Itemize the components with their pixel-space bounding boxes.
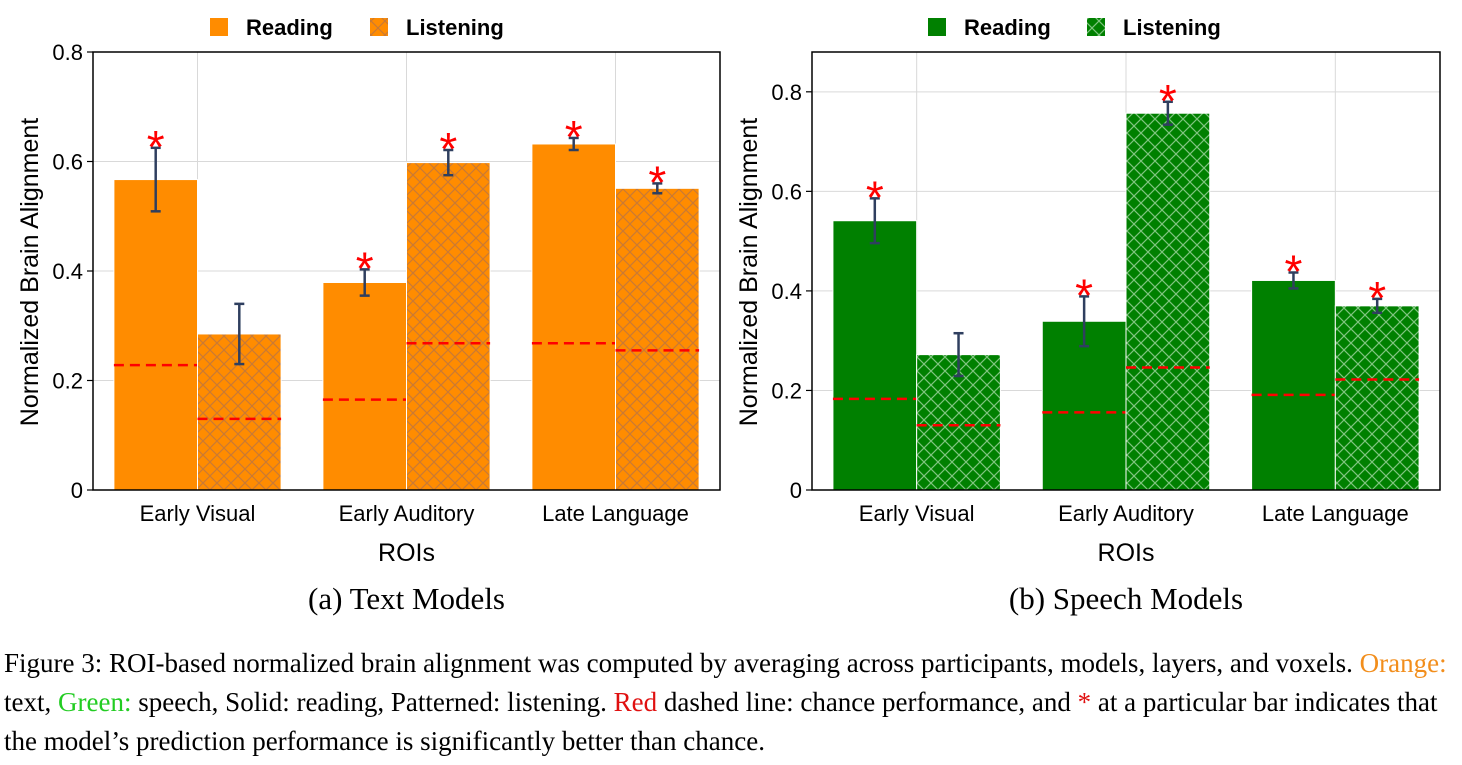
chart-panel-2: 0 0.2 0.4 0.6 0.8 * * * * * Early Visual Early Audi…: [735, 15, 1441, 616]
legend-label-reading: Reading: [246, 15, 333, 40]
y-tick-label: 0: [71, 478, 83, 503]
panel-subcaption: (a) Text Models: [308, 581, 505, 616]
legend-swatch-listening: [370, 18, 388, 36]
significance-star: *: [439, 123, 457, 175]
legend-label-reading: Reading: [964, 15, 1051, 40]
y-tick-label: 0.4: [52, 259, 83, 284]
plot-frame: [92, 51, 721, 491]
legend-swatch-reading: [928, 18, 946, 36]
caption-text-4: dashed line: chance performance, and: [657, 687, 1078, 717]
x-tick-label: Early Auditory: [1058, 501, 1194, 526]
chart-panel-1: 0 0.2 0.4 0.6 0.8 * * * * * Early Visual Early Audi…: [16, 15, 721, 616]
y-tick-label: 0.8: [771, 80, 802, 105]
bar-reading: [832, 220, 918, 491]
caption-text-2: text,: [4, 687, 58, 717]
y-axis-title: Normalized Brain Alignment: [735, 118, 763, 427]
figure-caption: Figure 3: ROI-based normalized brain ali…: [4, 644, 1462, 761]
caption-text-3: speech, Solid: reading, Patterned: liste…: [131, 687, 614, 717]
bar-reading: [1041, 320, 1127, 491]
significance-star: *: [1075, 269, 1093, 321]
caption-label: Figure 3:: [4, 648, 103, 678]
y-tick-label: 0.4: [771, 279, 802, 304]
caption-text-5: at a particular bar indicates that the m…: [4, 687, 1438, 756]
y-tick-label: 0.6: [771, 179, 802, 204]
panel-subcaption: (b) Speech Models: [1009, 581, 1243, 616]
y-tick-label: 0.8: [52, 40, 83, 65]
caption-green-label: Green:: [58, 687, 132, 717]
y-tick-label: 0.6: [52, 150, 83, 175]
significance-star: *: [1368, 272, 1386, 324]
bar-listening: [1125, 112, 1211, 491]
bar-listening: [615, 187, 700, 491]
bar-reading: [531, 143, 617, 491]
y-tick-label: 0: [790, 478, 802, 503]
legend-label-listening: Listening: [1123, 15, 1221, 40]
figure-charts: 0 0.2 0.4 0.6 0.8 * * * * * Early Visual Early Audi…: [16, 15, 1441, 616]
significance-star: *: [1285, 245, 1303, 297]
legend-label-listening: Listening: [406, 15, 504, 40]
y-axis-title: Normalized Brain Alignment: [16, 118, 44, 427]
x-tick-label: Late Language: [1262, 501, 1409, 526]
y-tick-label: 0.2: [771, 378, 802, 403]
legend-swatch-listening: [1087, 18, 1105, 36]
bar-listening: [406, 162, 491, 491]
significance-star: *: [356, 242, 374, 294]
x-tick-label: Late Language: [542, 501, 689, 526]
significance-star: *: [648, 156, 666, 208]
legend-swatch-reading: [210, 18, 228, 36]
x-axis-title: ROIs: [378, 539, 435, 567]
plot-frame: [811, 51, 1441, 491]
x-axis-title: ROIs: [1098, 539, 1155, 567]
significance-star: *: [147, 121, 165, 173]
x-tick-label: Early Visual: [140, 501, 256, 526]
x-tick-label: Early Auditory: [339, 501, 475, 526]
significance-star: *: [565, 111, 583, 163]
significance-star: *: [1159, 75, 1177, 127]
bar-reading: [1251, 279, 1336, 491]
significance-star: *: [866, 171, 884, 223]
bar-listening: [1334, 305, 1420, 491]
caption-red-label: Red: [613, 687, 658, 717]
bar-reading: [113, 179, 198, 491]
caption-text-1: ROI-based normalized brain alignment was…: [102, 648, 1360, 678]
y-tick-label: 0.2: [52, 369, 83, 394]
x-tick-label: Early Visual: [859, 501, 975, 526]
caption-star-label: *: [1077, 687, 1092, 717]
bar-reading: [322, 281, 407, 491]
caption-orange-label: Orange:: [1359, 648, 1447, 678]
